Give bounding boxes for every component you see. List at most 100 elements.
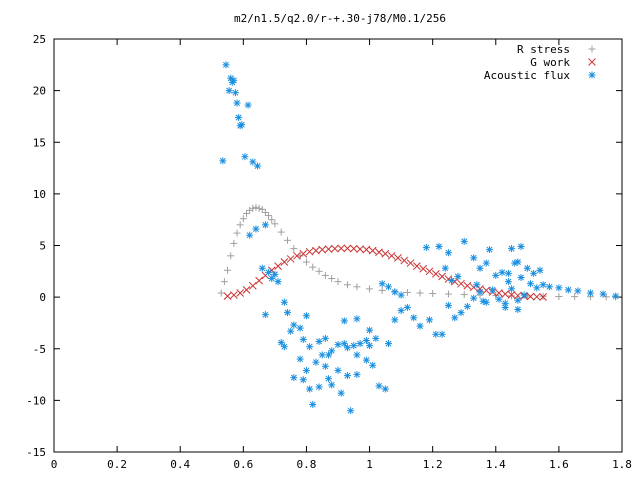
- data-point: [318, 245, 327, 254]
- data-point: [366, 342, 374, 350]
- series-acoustic-flux: [219, 61, 620, 415]
- data-point: [492, 271, 500, 279]
- data-point: [334, 366, 342, 374]
- data-point: [375, 248, 383, 257]
- data-point: [353, 371, 361, 379]
- data-point: [353, 315, 361, 323]
- data-point: [252, 225, 260, 233]
- data-point: [315, 338, 323, 346]
- data-point: [432, 330, 440, 338]
- data-point: [296, 252, 304, 260]
- data-point: [473, 281, 481, 289]
- data-point: [318, 351, 326, 359]
- data-point: [343, 244, 352, 253]
- data-point: [555, 293, 563, 301]
- data-point: [356, 245, 364, 253]
- data-point: [375, 382, 383, 390]
- data-point: [299, 376, 307, 384]
- data-point: [429, 290, 437, 298]
- data-point: [366, 285, 374, 293]
- legend-marker: [588, 71, 596, 79]
- data-point: [349, 244, 358, 253]
- data-point: [321, 271, 329, 279]
- data-point: [435, 243, 443, 251]
- data-point: [384, 340, 392, 348]
- data-point: [315, 267, 323, 275]
- data-point: [325, 351, 333, 359]
- data-point: [268, 275, 276, 283]
- data-point: [369, 361, 377, 369]
- data-point: [299, 249, 308, 258]
- data-point: [448, 277, 456, 285]
- legend-marker: [588, 45, 596, 53]
- data-point: [381, 385, 389, 393]
- data-point: [325, 375, 333, 383]
- data-point: [362, 336, 370, 344]
- data-point: [242, 209, 250, 217]
- data-point: [217, 289, 225, 297]
- y-tick-label: 15: [33, 136, 46, 149]
- data-point: [312, 246, 320, 255]
- x-tick-label: 1.2: [423, 458, 443, 471]
- data-point: [343, 344, 351, 352]
- data-point: [238, 121, 246, 129]
- data-point: [444, 301, 452, 309]
- data-point: [353, 351, 361, 359]
- data-point: [233, 99, 241, 107]
- data-point: [416, 289, 424, 297]
- data-point: [227, 252, 235, 260]
- data-point: [397, 291, 405, 299]
- data-point: [328, 275, 336, 283]
- data-point: [400, 256, 409, 265]
- x-tick-label: 0.2: [107, 458, 127, 471]
- data-point: [324, 245, 333, 253]
- y-tick-label: 20: [33, 85, 46, 98]
- data-point: [290, 245, 298, 253]
- y-tick-label: -15: [26, 446, 46, 459]
- data-point: [419, 264, 428, 273]
- data-point: [476, 288, 484, 296]
- data-point: [470, 294, 478, 302]
- data-point: [284, 236, 292, 244]
- data-point: [372, 334, 380, 342]
- legend-label: G work: [530, 56, 570, 69]
- data-point: [586, 289, 594, 297]
- data-point: [501, 290, 510, 298]
- data-point: [410, 314, 418, 322]
- data-point: [220, 278, 228, 286]
- data-point: [501, 303, 509, 311]
- data-point: [268, 216, 276, 224]
- data-point: [230, 239, 238, 247]
- data-point: [219, 157, 227, 165]
- data-point: [306, 385, 314, 393]
- x-tick-label: 0.8: [297, 458, 317, 471]
- data-point: [258, 264, 266, 272]
- data-point: [564, 286, 572, 294]
- data-point: [296, 355, 304, 363]
- y-tick-label: 10: [33, 188, 46, 201]
- data-point: [233, 229, 241, 237]
- data-point: [482, 286, 491, 295]
- data-point: [223, 292, 232, 300]
- data-point: [438, 330, 446, 338]
- data-point: [315, 383, 323, 391]
- data-point: [265, 212, 273, 220]
- data-point: [413, 262, 421, 271]
- data-point: [470, 254, 478, 262]
- data-point: [523, 264, 531, 272]
- data-point: [571, 293, 579, 301]
- data-point: [328, 347, 336, 355]
- data-point: [309, 401, 317, 409]
- data-point: [255, 204, 263, 212]
- chart-title: m2/n1.5/q2.0/r-+.30-j78/M0.1/256: [234, 12, 446, 25]
- y-tick-label: 25: [33, 33, 46, 46]
- data-point: [293, 251, 301, 260]
- data-point: [457, 279, 465, 288]
- data-point: [241, 153, 249, 161]
- data-point: [248, 281, 257, 290]
- data-series: [217, 61, 620, 415]
- data-point: [271, 270, 279, 278]
- x-tick-label: 1: [366, 458, 373, 471]
- data-point: [539, 281, 547, 289]
- data-point: [340, 340, 348, 348]
